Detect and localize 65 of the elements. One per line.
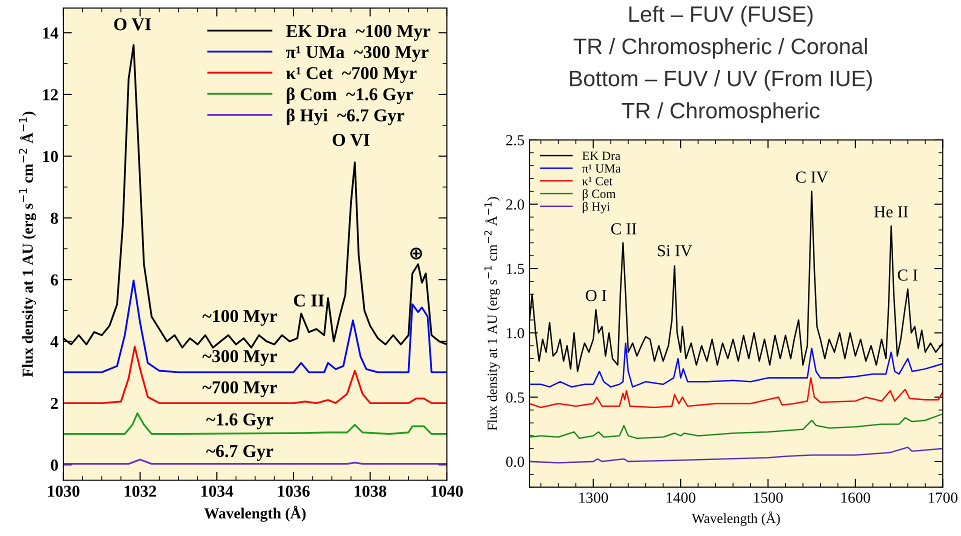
annotation: ⊕ [410,248,422,260]
x-tick-label: 1300 [579,492,608,503]
y-tick-label: 8 [50,212,58,224]
line-series [530,413,943,440]
annotation: O VI [114,18,151,30]
y-tick-label: 0.5 [506,392,524,403]
y-tick-label: 4 [50,336,58,348]
y-axis-title: Flux density at 1 AU (erg s$^{−1}$ cm$^{−2}$ Å$^{−1}$) [18,112,36,378]
legend-label: κ¹ Cet ~700 Myr [286,67,417,83]
text: TR / Chromospheric / Coronal [574,38,867,59]
x-tick-label: 1032 [124,486,156,497]
x-axis-title: Wavelength (Å) [204,506,306,522]
annotation: O VI [332,134,370,146]
x-tick-label: 1500 [754,492,783,503]
line-series [63,412,447,435]
x-tick-label: 1034 [201,486,234,497]
x-tick-label: 1700 [928,492,958,503]
line-series [530,446,943,464]
y-tick-label: 10 [43,150,58,162]
y-tick-label: 0 [50,460,58,471]
text: TR / Chromospheric [622,102,820,123]
annotation: C II [294,294,324,307]
annotation: ~6.7 Gyr [206,445,274,461]
legend-label: β Com ~1.6 Gyr [286,87,414,104]
y-tick-label: 1.5 [506,264,524,274]
x-tick-label: 1030 [48,486,80,497]
y-tick-label: 2.0 [506,199,524,210]
y-tick-label: 1.0 [506,328,524,338]
line-series [530,377,943,408]
legend-label: EK Dra [582,152,620,160]
annotation: C I [898,269,918,281]
y-tick-label: 6 [50,274,58,286]
x-tick-label: 1038 [354,486,386,497]
y-tick-label: 14 [43,28,58,39]
x-tick-label: 1040 [432,486,463,497]
line-series [63,346,447,404]
x-axis-title: Wavelength (Å) [692,511,780,526]
annotation: ~700 Myr [202,381,277,398]
legend-label: κ¹ Cet [582,176,612,186]
annotation: He II [874,206,908,218]
legend-label: π¹ UMa ~300 Myr [286,46,428,62]
annotation: O I [586,290,606,302]
y-axis-title: Flux density at 1 AU (erg s$^{−1}$ cm$^{−2}$ Å$^{−1}$) [484,197,500,430]
legend-label: β Hyi ~6.7 Gyr [286,108,404,126]
y-tick-label: 2 [50,398,58,409]
legend-label: π¹ UMa [582,164,621,173]
y-tick-label: 2.5 [506,135,524,146]
x-tick-label: 1036 [278,486,310,497]
legend-label: EK Dra ~100 Myr [286,24,430,41]
annotation: Si IV [658,245,692,256]
annotation: ~300 Myr [202,350,277,366]
annotation: C IV [796,172,828,183]
text: Bottom – FUV / UV (From IUE) [570,70,872,91]
line-series [530,342,943,388]
y-tick-label: 12 [43,89,58,100]
annotation: ~100 Myr [202,310,277,326]
text: Left – FUV (FUSE) [629,6,813,26]
legend-label: β Com [582,189,616,201]
x-tick-label: 1600 [841,492,870,503]
annotation: C II [611,223,636,234]
y-tick-label: 0.0 [506,456,524,468]
legend-label: β Hyi [582,202,610,214]
x-tick-label: 1400 [666,492,696,503]
annotation: ~1.6 Gyr [206,413,274,430]
line-series [63,280,447,374]
